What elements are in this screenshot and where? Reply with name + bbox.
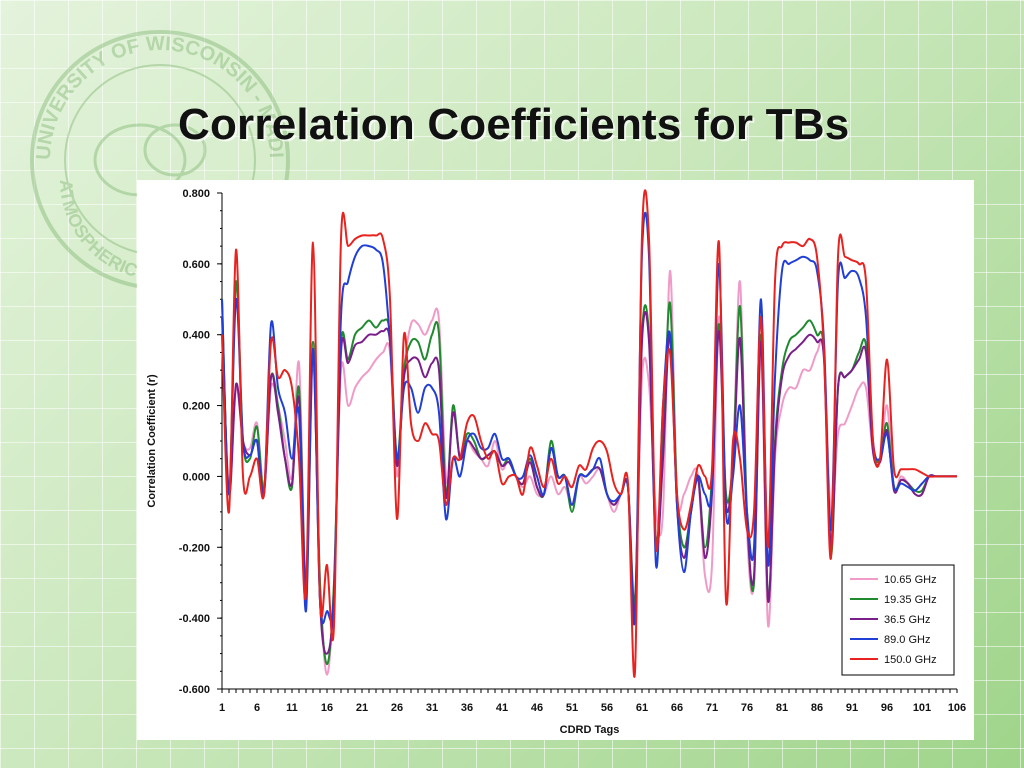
y-tick-label: 0.400 <box>182 330 210 342</box>
y-tick-label: 0.000 <box>182 471 210 483</box>
y-tick-label: 0.600 <box>182 259 210 271</box>
series-line-150-0-ghz <box>221 189 957 678</box>
legend-label-10-65-ghz: 10.65 GHz <box>884 574 937 586</box>
x-tick-label: 16 <box>321 702 333 714</box>
x-tick-label: 26 <box>391 702 403 714</box>
y-tick-label: -0.400 <box>179 613 210 625</box>
x-tick-label: 81 <box>776 702 788 714</box>
legend-label-150-0-ghz: 150.0 GHz <box>884 654 937 666</box>
x-tick-label: 1 <box>219 702 225 714</box>
x-tick-label: 106 <box>948 702 966 714</box>
x-tick-label: 56 <box>601 702 613 714</box>
x-tick-label: 36 <box>461 702 473 714</box>
x-tick-label: 46 <box>531 702 543 714</box>
x-tick-label: 51 <box>566 702 578 714</box>
x-tick-label: 66 <box>671 702 683 714</box>
x-tick-label: 6 <box>254 702 260 714</box>
x-tick-label: 61 <box>636 702 648 714</box>
x-tick-label: 31 <box>426 702 438 714</box>
y-tick-label: -0.200 <box>179 542 210 554</box>
x-tick-label: 11 <box>286 702 298 714</box>
x-axis-title: CDRD Tags <box>560 724 620 736</box>
x-tick-label: 86 <box>811 702 823 714</box>
legend-label-89-0-ghz: 89.0 GHz <box>884 634 930 646</box>
x-tick-label: 96 <box>881 702 893 714</box>
legend-label-19-35-ghz: 19.35 GHz <box>884 594 937 606</box>
x-tick-label: 101 <box>913 702 931 714</box>
x-tick-label: 71 <box>706 702 718 714</box>
y-axis-title: Correlation Coefficient (r) <box>146 374 158 508</box>
y-tick-label: 0.200 <box>182 401 210 413</box>
slide-title: Correlation Coefficients for TBs <box>178 100 850 149</box>
y-tick-label: -0.600 <box>179 684 210 696</box>
chart-panel: 0.800 0.600 0.400 0.200 0.000 -0.200 -0.400 -0.… <box>137 180 974 740</box>
x-tick-label: 41 <box>496 702 508 714</box>
x-tick-label: 21 <box>356 702 368 714</box>
x-tick-label: 91 <box>846 702 858 714</box>
x-tick-label: 76 <box>741 702 753 714</box>
legend-label-36-5-ghz: 36.5 GHz <box>884 614 930 626</box>
y-tick-label: 0.800 <box>182 188 210 200</box>
correlation-line-chart: 0.800 0.600 0.400 0.200 0.000 -0.200 -0.400 -0.… <box>146 188 966 736</box>
